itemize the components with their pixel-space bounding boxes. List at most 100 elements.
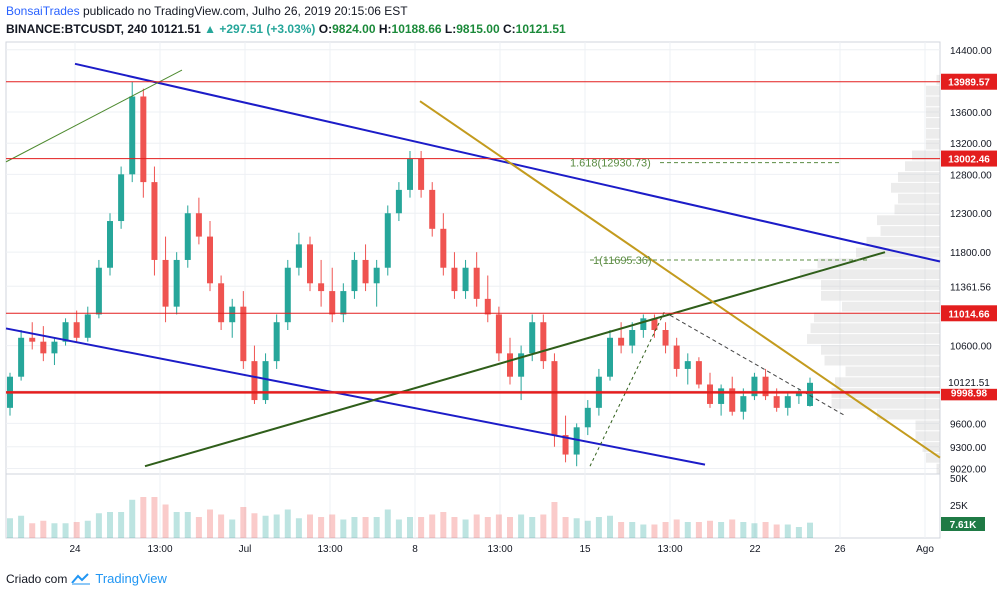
close-value: 10121.51 — [515, 22, 566, 36]
price-axis[interactable]: 14400.00 13600.00 13200.00 12800.00 12300.00… — [941, 46, 992, 531]
publish-info: publicado no TradingView.com, Julho 26, … — [82, 4, 408, 18]
volume-bar — [207, 509, 213, 538]
candle-body — [162, 259, 169, 307]
current-price-bg — [941, 375, 997, 389]
candle-body — [418, 158, 425, 190]
volume-bar — [351, 517, 358, 538]
candle-body — [451, 267, 458, 292]
candle-body — [51, 341, 58, 354]
profile-bin — [877, 409, 940, 420]
level-label-bg — [941, 305, 997, 322]
volume-bar — [429, 514, 436, 538]
ascending-trendline — [144, 251, 886, 468]
y-tick-label: 9020.00 — [950, 465, 987, 476]
volume-tick-label: 50K — [950, 474, 968, 485]
candle-body — [673, 345, 680, 369]
x-tick-label: 13:00 — [317, 544, 342, 555]
profile-bin — [926, 85, 940, 96]
fib-1618-label: 1.618(12930.73) — [570, 158, 651, 170]
candle-body — [184, 213, 191, 260]
profile-bin — [926, 96, 940, 107]
volume-bar — [773, 524, 780, 538]
volume-bar — [762, 522, 769, 538]
profile-bin — [905, 161, 940, 172]
descending-resistance-line — [419, 100, 941, 459]
volume-bar — [51, 523, 58, 538]
y-tick-label: 12300.00 — [950, 209, 992, 220]
volume-bar — [84, 520, 91, 538]
candle-body — [718, 388, 725, 404]
candle-body — [207, 236, 213, 284]
profile-bin — [926, 118, 940, 128]
x-tick-label: Ago — [916, 544, 934, 555]
candlestick-chart[interactable]: 14400.00 13600.00 13200.00 12800.00 12300.00… — [0, 0, 1004, 566]
profile-bin — [891, 182, 940, 193]
candle-body — [473, 267, 480, 299]
volume-bar — [173, 512, 180, 538]
x-tick-label: 22 — [749, 544, 761, 555]
volume-bar — [373, 517, 380, 538]
candle-body — [262, 361, 269, 401]
y-tick-label: 13600.00 — [950, 108, 992, 119]
x-tick-label: 26 — [834, 544, 846, 555]
profile-bin — [936, 463, 940, 474]
profile-bin — [880, 226, 940, 236]
candle-body — [318, 283, 325, 292]
level-label: 11014.66 — [948, 309, 990, 320]
y-tick-label: 10600.00 — [950, 342, 992, 353]
x-tick-label: Jul — [239, 544, 252, 555]
volume-bar — [295, 518, 302, 538]
y-tick-label: 14400.00 — [950, 46, 992, 57]
volume-bar — [418, 517, 425, 538]
volume-bar — [395, 519, 402, 538]
volume-profile — [800, 74, 940, 474]
volume-bar — [284, 509, 291, 538]
profile-bin — [898, 193, 940, 204]
level-label: 9998.98 — [951, 388, 988, 399]
volume-current-bg — [941, 517, 985, 531]
fib-labels: 1.618(12930.73) 1(11695.36) — [570, 158, 652, 267]
volume-bar — [795, 527, 802, 538]
volume-bar — [62, 523, 69, 538]
volume-bar — [651, 524, 658, 538]
candle-body — [295, 244, 302, 268]
candle-body — [307, 244, 313, 284]
volume-bar — [218, 514, 225, 538]
price-change: +297.51 (+3.03%) — [219, 22, 316, 36]
volume-bar — [562, 517, 569, 538]
volume-bar — [195, 517, 202, 538]
candle-body — [284, 267, 291, 323]
volume-bar — [807, 522, 813, 538]
profile-bin — [821, 280, 940, 290]
profile-bin — [926, 139, 940, 150]
candle-body — [340, 291, 347, 315]
profile-bin — [831, 398, 940, 409]
volume-bar — [507, 517, 513, 538]
candle-body — [573, 427, 580, 455]
profile-bin — [922, 442, 940, 452]
low-value: 9815.00 — [456, 22, 500, 36]
volume-bar — [607, 515, 613, 538]
profile-bin — [866, 236, 940, 247]
profile-bin — [821, 290, 940, 301]
profile-bin — [807, 334, 940, 344]
volume-bar — [473, 514, 480, 538]
time-axis[interactable]: 24 13:00 Jul 13:00 8 13:00 15 13:00 22 26 Ago — [69, 544, 934, 555]
profile-bin — [800, 269, 940, 280]
candle-body — [251, 361, 258, 401]
candle-body — [351, 259, 358, 292]
candle-body — [707, 384, 713, 404]
open-value: 9824.00 — [332, 22, 376, 36]
tradingview-brand[interactable]: TradingView — [95, 571, 167, 586]
volume-bar — [7, 518, 13, 538]
drawings[interactable] — [5, 62, 941, 468]
change-up-icon: ▲ — [204, 22, 216, 36]
symbol-label: BINANCE:BTCUSDT, 240 — [6, 22, 148, 36]
y-tick-label: 11800.00 — [950, 248, 991, 259]
author-name[interactable]: BonsaiTrades — [6, 4, 80, 18]
candle-body — [807, 382, 813, 406]
volume-bar — [595, 517, 602, 538]
profile-bin — [877, 215, 940, 226]
last-price: 10121.51 — [150, 22, 201, 36]
candle-body — [273, 322, 280, 362]
